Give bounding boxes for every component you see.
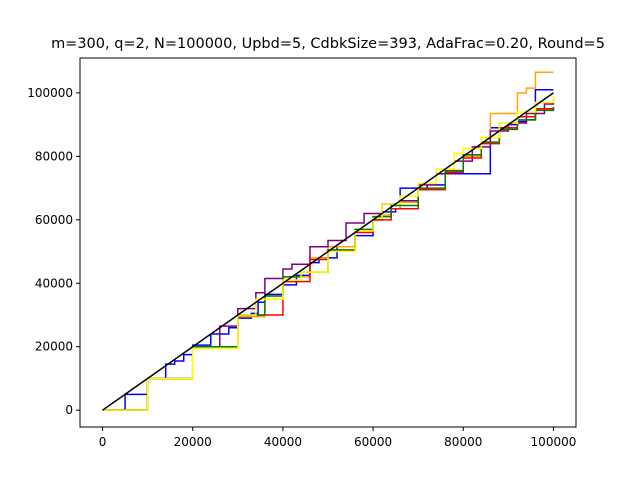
series-line-1	[102, 88, 554, 411]
axes-frame	[79, 57, 577, 428]
chart-title: m=300, q=2, N=100000, Upbd=5, CdbkSize=3…	[51, 36, 605, 52]
x-tick-label: 40000	[264, 435, 302, 449]
series-line-7	[102, 92, 554, 411]
x-tick-label: 100000	[531, 435, 577, 449]
x-tick-label: 0	[99, 435, 107, 449]
x-tick-label: 20000	[174, 435, 212, 449]
axis-ticks: 0 20000 40000 60000 80000 100000 0 20000 40000 60…	[27, 86, 576, 449]
y-tick-label: 40000	[35, 276, 73, 290]
y-tick-label: 100000	[27, 86, 73, 100]
series-line-6	[102, 96, 555, 411]
x-tick-label: 60000	[354, 435, 392, 449]
y-tick-label: 20000	[35, 340, 73, 354]
y-tick-label: 80000	[35, 149, 73, 163]
x-tick-label: 80000	[444, 435, 482, 449]
y-tick-label: 0	[65, 403, 73, 417]
y-tick-label: 60000	[35, 213, 73, 227]
plot-area	[102, 71, 555, 411]
